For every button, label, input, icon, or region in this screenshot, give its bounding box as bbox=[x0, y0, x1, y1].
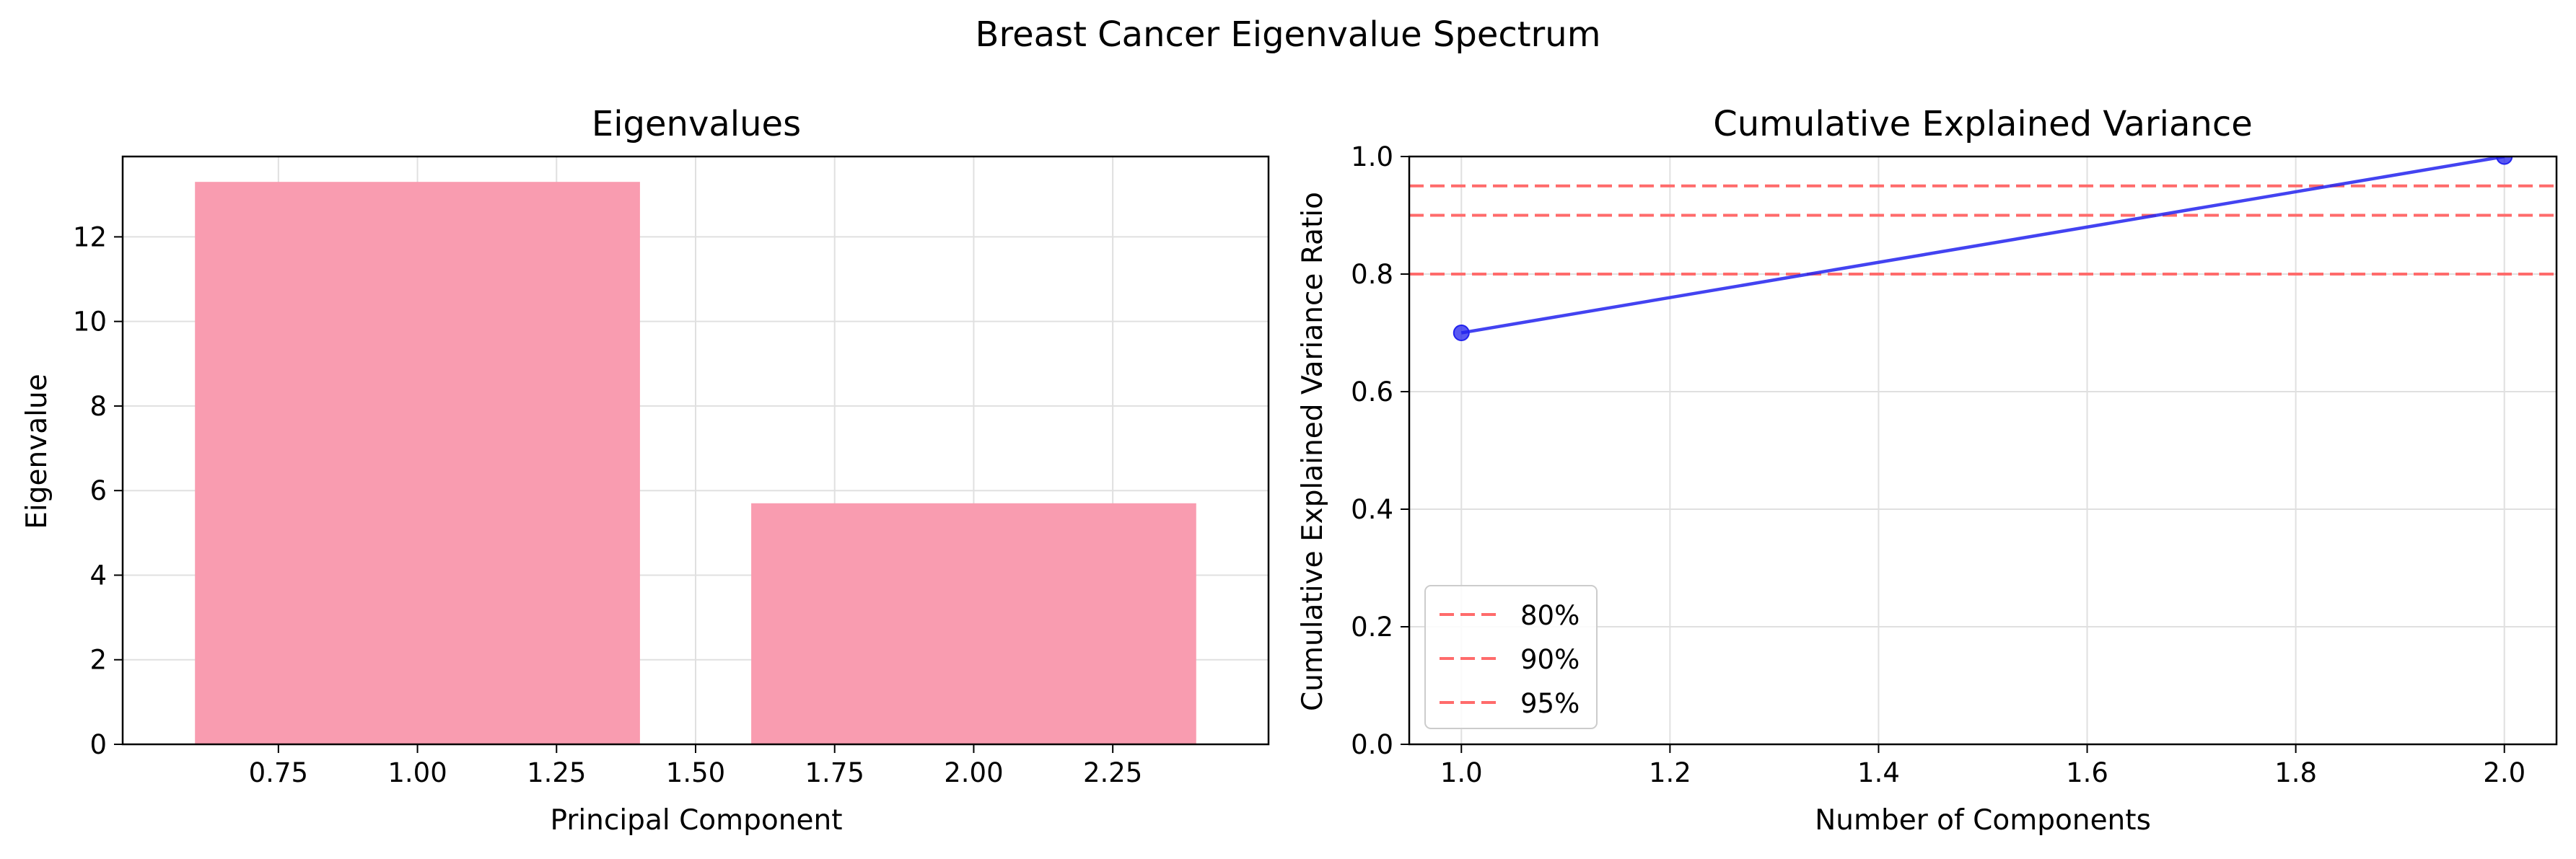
x-tick-label: 1.25 bbox=[527, 757, 586, 788]
y-tick-label: 12 bbox=[73, 221, 107, 252]
y-tick-label: 0.0 bbox=[1351, 729, 1393, 760]
x-tick-label: 2.25 bbox=[1083, 757, 1142, 788]
x-tick-label: 0.75 bbox=[249, 757, 308, 788]
eigenvalue-bar-chart: Eigenvalues Principal Component Eigenval… bbox=[21, 104, 1270, 837]
bar-chart-title: Eigenvalues bbox=[592, 104, 801, 144]
x-tick-label: 2.00 bbox=[944, 757, 1003, 788]
axes-frame bbox=[1408, 155, 2558, 746]
bar-chart-xlabel: Principal Component bbox=[550, 804, 842, 837]
y-tick-label: 8 bbox=[89, 391, 107, 422]
bar-chart-ylabel: Eigenvalue bbox=[21, 374, 53, 529]
line-chart-title: Cumulative Explained Variance bbox=[1713, 104, 2253, 144]
y-tick-label: 0.4 bbox=[1351, 494, 1393, 525]
x-tick-label: 1.75 bbox=[805, 757, 864, 788]
cumulative-variance-line bbox=[1460, 157, 2505, 335]
y-tick-label: 0.6 bbox=[1351, 376, 1393, 408]
y-tick-label: 6 bbox=[89, 475, 107, 506]
y-tick-label: 10 bbox=[73, 307, 107, 338]
y-tick-label: 0 bbox=[89, 729, 107, 760]
legend-box bbox=[1424, 585, 1598, 729]
x-tick-label: 1.0 bbox=[1440, 757, 1483, 788]
bars bbox=[195, 182, 1196, 744]
cumulative-variance-point bbox=[1453, 325, 1470, 341]
figure-suptitle: Breast Cancer Eigenvalue Spectrum bbox=[976, 14, 1601, 55]
x-tick-label: 1.00 bbox=[387, 757, 447, 788]
x-tick-label: 2.0 bbox=[2483, 757, 2525, 788]
y-tick-label: 0.8 bbox=[1351, 259, 1393, 290]
y-tick-label: 1.0 bbox=[1351, 141, 1393, 172]
bar-pc-2 bbox=[751, 503, 1196, 744]
x-tick-label: 1.4 bbox=[1857, 757, 1900, 788]
x-tick-label: 1.8 bbox=[2274, 757, 2317, 788]
cumulative-variance-chart: Cumulative Explained Variance Number of … bbox=[1297, 104, 2558, 837]
line-chart-xlabel: Number of Components bbox=[1815, 804, 2151, 837]
axes-frame bbox=[121, 155, 1270, 746]
y-tick-label: 0.2 bbox=[1351, 612, 1393, 643]
legend-label-95: 95% bbox=[1520, 688, 1580, 719]
line-chart-ylabel: Cumulative Explained Variance Ratio bbox=[1297, 192, 1329, 711]
y-tick-label: 4 bbox=[89, 560, 107, 591]
legend-label-90: 90% bbox=[1520, 644, 1580, 675]
x-tick-label: 1.6 bbox=[2066, 757, 2108, 788]
x-tick-label: 1.50 bbox=[666, 757, 725, 788]
legend-label-80: 80% bbox=[1520, 600, 1580, 631]
y-tick-label: 2 bbox=[89, 645, 107, 676]
legend: 80% 90% 95% bbox=[1424, 585, 1598, 729]
x-tick-label: 1.2 bbox=[1649, 757, 1691, 788]
cumulative-variance-point bbox=[2496, 157, 2513, 165]
threshold-lines bbox=[1409, 184, 2557, 276]
series-group bbox=[1453, 157, 2513, 341]
bar-pc-1 bbox=[195, 182, 640, 744]
